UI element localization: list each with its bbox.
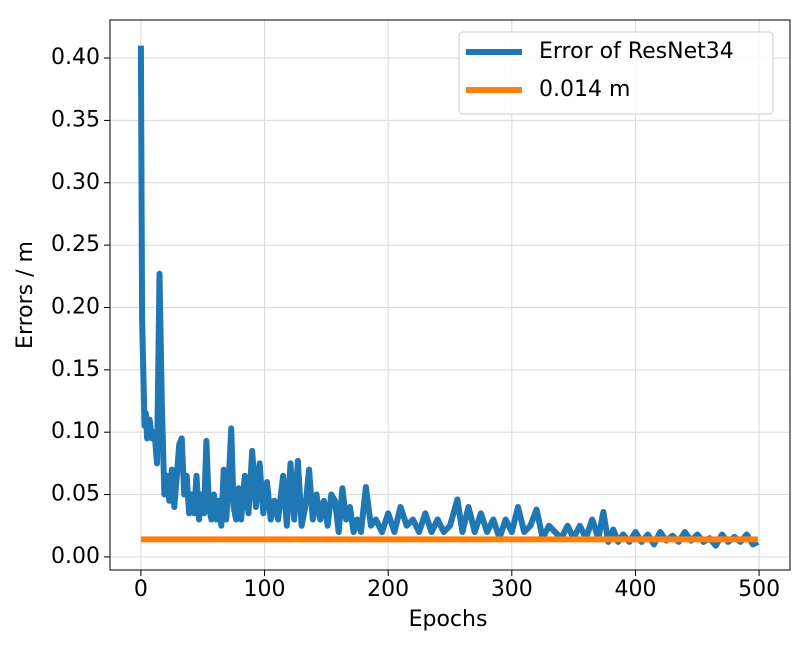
y-tick-label: 0.35 [51,107,100,132]
x-tick-label: 200 [367,577,409,602]
y-tick-label: 0.10 [51,419,100,444]
legend-label: Error of ResNet34 [539,39,734,64]
x-tick-label: 300 [491,577,533,602]
x-axis-label: Epochs [409,607,488,632]
x-tick-label: 500 [738,577,780,602]
y-tick-label: 0.20 [51,294,100,319]
y-tick-label: 0.25 [51,232,100,257]
y-tick-label: 0.05 [51,482,100,507]
y-tick-label: 0.15 [51,357,100,382]
legend-box [458,31,774,115]
x-tick-label: 0 [134,577,148,602]
x-tick-label: 400 [614,577,656,602]
y-axis-label: Errors / m [13,241,38,349]
plot-frame [109,19,791,571]
y-tick-label: 0.00 [51,544,100,569]
x-tick-label: 100 [244,577,286,602]
legend-label: 0.014 m [539,77,630,102]
y-tick-label: 0.40 [51,45,100,70]
y-tick-label: 0.30 [51,170,100,195]
